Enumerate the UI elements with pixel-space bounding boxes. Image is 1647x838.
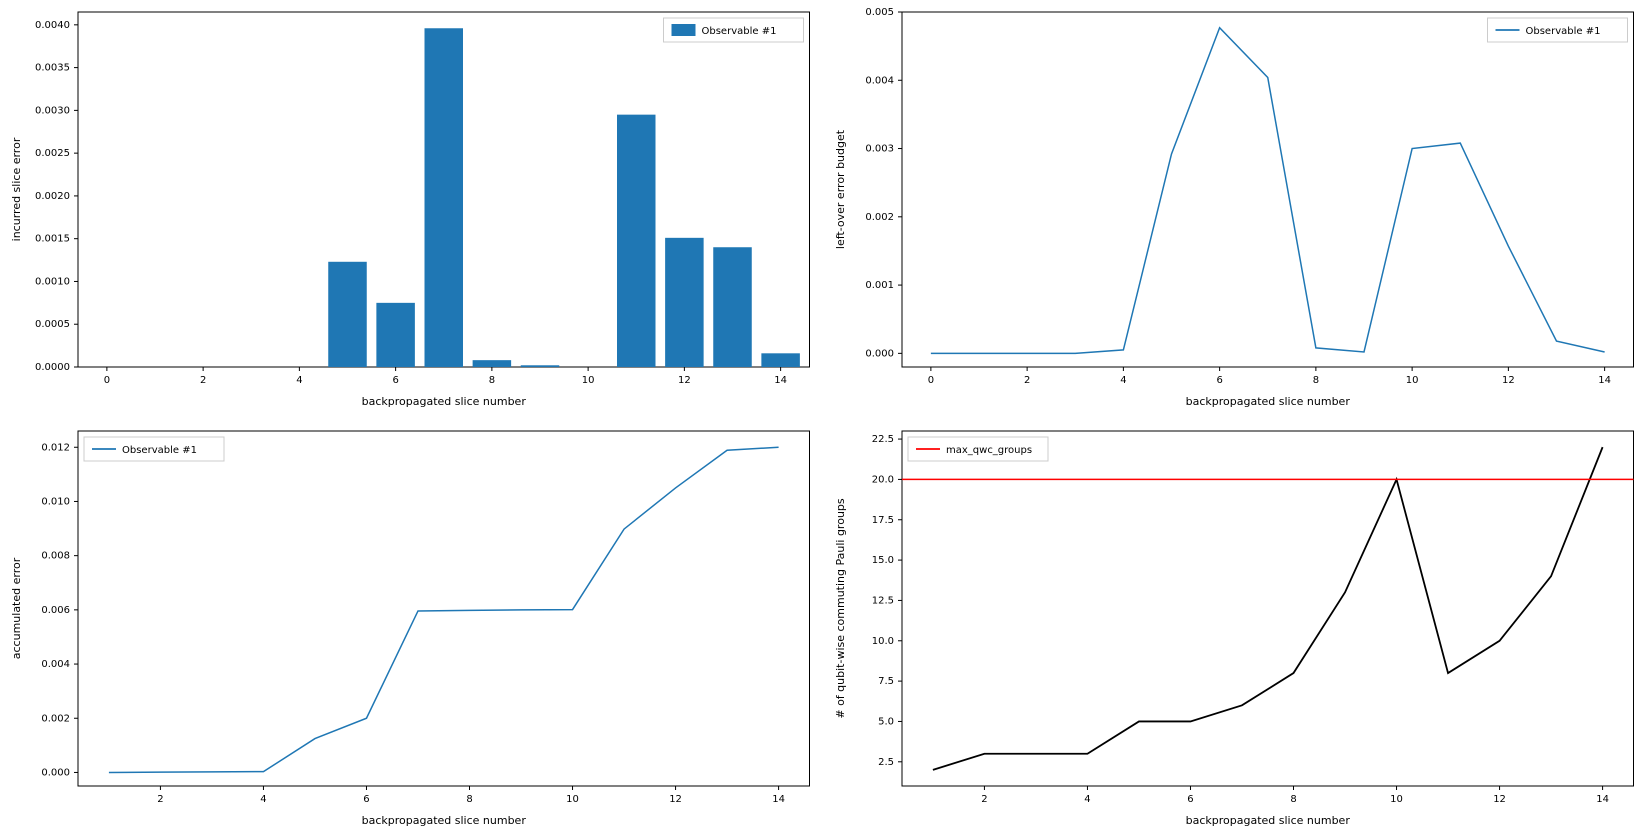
xtick-label: 10 xyxy=(1405,375,1418,386)
xtick-label: 12 xyxy=(1493,794,1506,805)
panel-top-right: 0 2 4 6 8 10 12 14 0.000 0.001 0.002 0.003 0.004 0.00… xyxy=(824,0,1647,419)
xtick-label: 4 xyxy=(1120,375,1126,386)
bar xyxy=(473,360,512,367)
bar xyxy=(425,28,464,367)
legend-label: Observable #1 xyxy=(702,26,777,37)
xtick-label: 12 xyxy=(678,375,691,386)
xlabel: backpropagated slice number xyxy=(1185,395,1350,408)
ytick-label: 0.005 xyxy=(865,7,894,18)
series-line xyxy=(932,447,1602,770)
plot-border xyxy=(902,12,1634,367)
xtick-label: 6 xyxy=(363,794,369,805)
xtick-label: 6 xyxy=(1187,794,1193,805)
legend-label: Observable #1 xyxy=(1525,26,1600,37)
xlabel: backpropagated slice number xyxy=(362,395,527,408)
xtick-label: 2 xyxy=(200,375,206,386)
ytick-label: 20.0 xyxy=(871,474,893,485)
xtick-label: 8 xyxy=(1312,375,1318,386)
ylabel: accumulated error xyxy=(10,557,23,659)
xtick-label: 10 xyxy=(566,794,579,805)
ytick-label: 0.001 xyxy=(865,280,894,291)
xtick-label: 2 xyxy=(981,794,987,805)
ytick-label: 0.004 xyxy=(865,75,894,86)
xtick-label: 8 xyxy=(1290,794,1296,805)
xtick-label: 4 xyxy=(260,794,266,805)
series-line xyxy=(109,447,779,772)
ytick-label: 0.008 xyxy=(41,551,70,562)
panel-bottom-right: 2 4 6 8 10 12 14 2.5 5.0 7.5 10.0 12.5 15.0 17.5 20.0 2… xyxy=(824,419,1647,838)
xtick-label: 8 xyxy=(466,794,472,805)
xtick-label: 14 xyxy=(1596,794,1609,805)
ytick-label: 0.000 xyxy=(865,348,894,359)
xlabel: backpropagated slice number xyxy=(1185,814,1350,827)
ytick-label: 0.000 xyxy=(41,767,70,778)
xtick-label: 10 xyxy=(582,375,595,386)
ytick-label: 0.002 xyxy=(865,212,894,223)
ytick-label: 22.5 xyxy=(871,434,893,445)
panel-top-left: 0 2 4 6 8 10 12 14 0.0000 0.0005 0.0010 0.0015 0.002… xyxy=(0,0,824,419)
plot-border xyxy=(78,431,810,786)
ytick-label: 0.0020 xyxy=(35,191,70,202)
ytick-label: 0.0025 xyxy=(35,148,70,159)
figure-grid: 024681012140.00000.00050.00100.00150.002… xyxy=(0,0,1647,838)
ytick-label: 10.0 xyxy=(871,636,893,647)
ylabel: incurred slice error xyxy=(10,137,23,241)
series-line xyxy=(930,28,1604,354)
bar xyxy=(617,115,656,367)
ytick-label: 0.0005 xyxy=(35,319,70,330)
xtick-label: 10 xyxy=(1390,794,1403,805)
ytick-label: 5.0 xyxy=(878,716,894,727)
bar xyxy=(521,365,560,367)
legend-label: max_qwc_groups xyxy=(946,445,1032,456)
xlabel: backpropagated slice number xyxy=(362,814,527,827)
ytick-label: 0.003 xyxy=(865,144,894,155)
bar xyxy=(761,353,800,367)
ytick-label: 15.0 xyxy=(871,555,893,566)
ytick-label: 0.002 xyxy=(41,713,70,724)
ytick-label: 0.004 xyxy=(41,659,70,670)
ylabel: # of qubit-wise commuting Pauli groups xyxy=(834,498,847,719)
bar xyxy=(376,303,415,367)
xtick-label: 2 xyxy=(1023,375,1029,386)
xtick-label: 4 xyxy=(1084,794,1090,805)
ytick-label: 0.012 xyxy=(41,442,70,453)
ytick-label: 0.0010 xyxy=(35,276,70,287)
ytick-label: 0.0030 xyxy=(35,105,70,116)
ytick-label: 12.5 xyxy=(871,595,893,606)
ytick-label: 7.5 xyxy=(878,676,894,687)
ytick-label: 0.0015 xyxy=(35,234,70,245)
ylabel: left-over error budget xyxy=(834,129,847,249)
bar xyxy=(665,238,704,367)
xtick-label: 2 xyxy=(157,794,163,805)
xtick-label: 8 xyxy=(489,375,495,386)
xtick-label: 14 xyxy=(774,375,787,386)
ytick-label: 17.5 xyxy=(871,515,893,526)
xtick-label: 14 xyxy=(1598,375,1611,386)
xtick-label: 4 xyxy=(296,375,302,386)
xtick-label: 0 xyxy=(104,375,110,386)
ytick-label: 0.0000 xyxy=(35,362,70,373)
xtick-label: 6 xyxy=(392,375,398,386)
ytick-label: 2.5 xyxy=(878,757,894,768)
xtick-label: 0 xyxy=(927,375,933,386)
ytick-label: 0.010 xyxy=(41,496,70,507)
xtick-label: 12 xyxy=(669,794,682,805)
panel-bottom-left: 2 4 6 8 10 12 14 0.000 0.002 0.004 0.006 0.008 0.010… xyxy=(0,419,824,838)
legend-label: Observable #1 xyxy=(122,445,197,456)
ytick-label: 0.0035 xyxy=(35,63,70,74)
plot-border xyxy=(902,431,1634,786)
xtick-label: 6 xyxy=(1216,375,1222,386)
ytick-label: 0.0040 xyxy=(35,20,70,31)
ytick-label: 0.006 xyxy=(41,605,70,616)
xtick-label: 12 xyxy=(1502,375,1515,386)
xtick-label: 14 xyxy=(772,794,785,805)
bar xyxy=(713,247,752,367)
legend-swatch xyxy=(672,24,696,36)
bar xyxy=(328,262,367,367)
